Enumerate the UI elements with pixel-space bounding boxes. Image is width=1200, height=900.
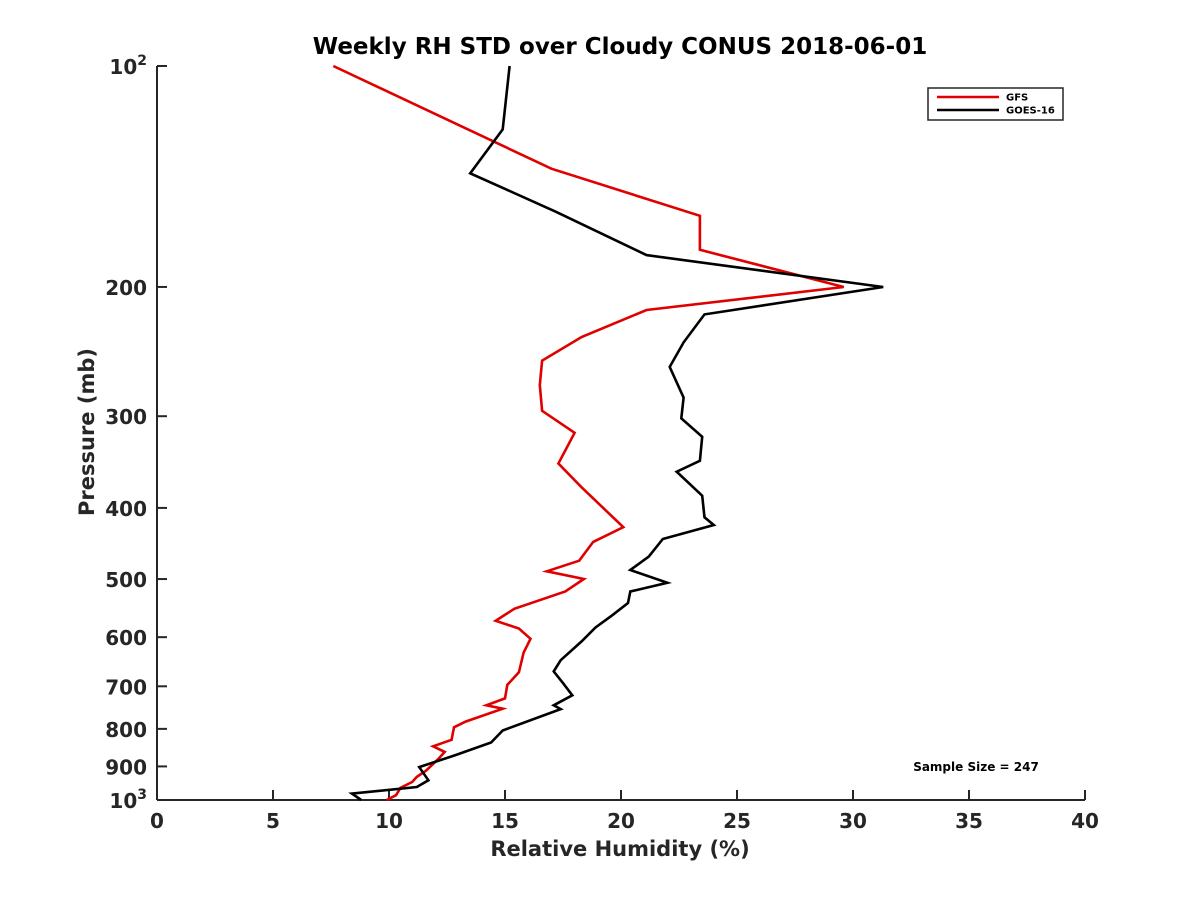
sample-size-annotation: Sample Size = 247 bbox=[913, 760, 1039, 774]
legend-box bbox=[927, 87, 1064, 121]
y-tick-label: 600 bbox=[105, 626, 147, 650]
y-tick-label: 200 bbox=[105, 276, 147, 300]
legend: GFS GOES-16 bbox=[927, 87, 1064, 121]
x-tick-label: 15 bbox=[491, 809, 519, 833]
y-tick-label: 900 bbox=[105, 755, 147, 779]
axes: 0 5 10 15 20 25 30 35 40 102 200 300 400 500 600 700 800… bbox=[105, 53, 1099, 833]
legend-label: GOES-16 bbox=[1006, 106, 1055, 117]
y-tick-label: 102 bbox=[109, 53, 147, 79]
x-tick-label: 35 bbox=[955, 809, 983, 833]
y-tick-label: 400 bbox=[105, 497, 147, 521]
x-axis-title: Relative Humidity (%) bbox=[490, 837, 749, 861]
x-tick-label: 0 bbox=[150, 809, 164, 833]
series-line-goes-16 bbox=[348, 65, 884, 802]
y-tick-label: 500 bbox=[105, 568, 147, 592]
x-tick-label: 10 bbox=[375, 809, 403, 833]
chart-title: Weekly RH STD over Cloudy CONUS 2018-06-… bbox=[313, 34, 927, 60]
x-tick-label: 20 bbox=[607, 809, 635, 833]
y-tick-label: 300 bbox=[105, 405, 147, 429]
y-tick-label: 800 bbox=[105, 718, 147, 742]
series-layer bbox=[332, 64, 884, 802]
y-axis-title: Pressure (mb) bbox=[75, 348, 99, 516]
legend-label: GFS bbox=[1006, 93, 1028, 104]
y-tick-label: 700 bbox=[105, 675, 147, 699]
y-tick-label: 103 bbox=[109, 787, 147, 813]
x-tick-label: 30 bbox=[839, 809, 867, 833]
x-tick-label: 25 bbox=[723, 809, 751, 833]
series-line-gfs bbox=[332, 64, 845, 802]
x-tick-label: 5 bbox=[266, 809, 280, 833]
x-tick-label: 40 bbox=[1071, 809, 1099, 833]
